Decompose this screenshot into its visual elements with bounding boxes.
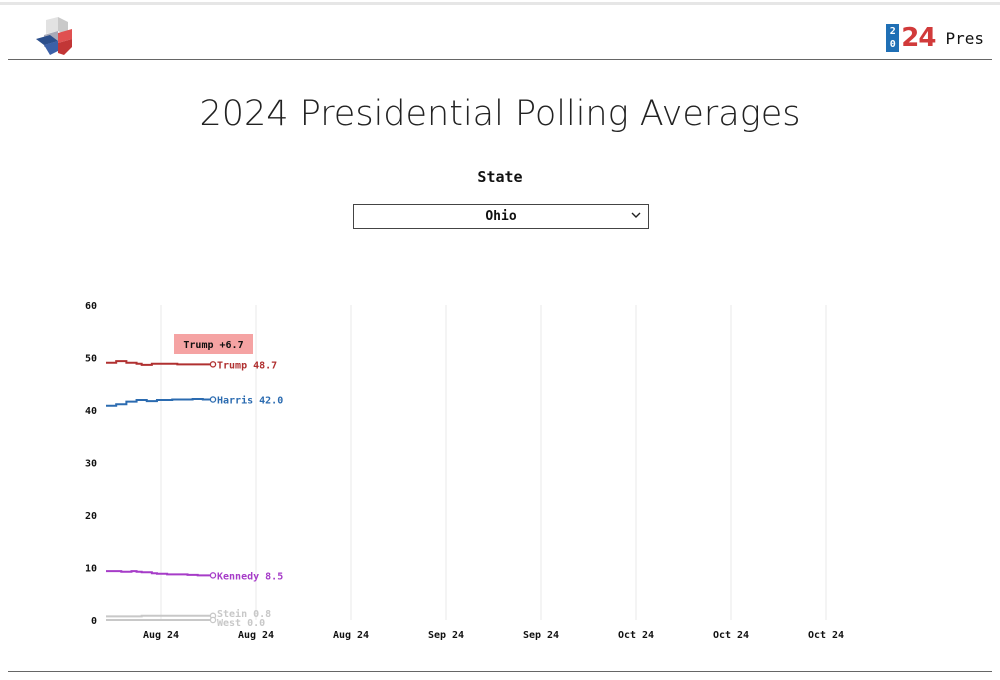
site-header: 2 0 24 Pres	[0, 5, 1000, 60]
leader-badge	[174, 334, 253, 354]
y-tick-label: 30	[85, 459, 97, 470]
x-tick-label: Aug 24	[333, 630, 369, 641]
series-layer	[106, 360, 217, 624]
grid-layer	[160, 305, 827, 620]
series-endpoint-kennedy[interactable]	[209, 572, 217, 579]
header-divider	[8, 59, 992, 60]
state-label: State	[477, 168, 523, 186]
y-tick-label: 60	[85, 301, 97, 312]
y-tick-label: 40	[85, 406, 97, 417]
y-tick-label: 50	[85, 354, 97, 365]
brand-top-digit: 2	[889, 26, 896, 37]
footer-divider	[8, 671, 992, 672]
x-axis: Aug 24 Aug 24 Aug 24 Sep 24 Sep 24 Oct 24 Oct …	[143, 630, 844, 641]
series-line-stein	[106, 614, 213, 618]
x-tick-label: Sep 24	[428, 630, 464, 641]
x-tick-label: Oct 24	[618, 630, 654, 641]
series-line-kennedy	[106, 570, 213, 577]
series-endpoint-harris[interactable]	[209, 396, 217, 403]
series-line-trump	[106, 360, 213, 366]
top-rule	[0, 2, 1000, 5]
brand-box: 2 0	[886, 24, 900, 52]
y-tick-label: 20	[85, 511, 97, 522]
leader-badge-text: Trump +6.7	[183, 340, 243, 351]
brand-text: Pres	[945, 28, 984, 48]
y-tick-label: 0	[91, 616, 97, 627]
y-tick-label: 10	[85, 564, 97, 575]
series-label-kennedy: Kennedy 8.5	[217, 571, 283, 582]
series-endpoint-trump[interactable]	[209, 361, 217, 368]
y-axis: 0 10 20 30 40 50 60	[85, 301, 97, 627]
site-logo-icon[interactable]	[34, 17, 76, 57]
x-tick-label: Oct 24	[808, 630, 844, 641]
state-select-value: Ohio	[485, 209, 517, 224]
chevron-down-icon	[631, 212, 641, 218]
series-endpoint-west[interactable]	[209, 616, 217, 624]
page-title: 2024 Presidential Polling Averages	[199, 94, 801, 134]
brand-bottom-digit: 0	[889, 39, 896, 50]
polling-chart: 0 10 20 30 40 50 60 Aug 24 Aug 24 Aug 24 Sep 24 Se…	[85, 301, 844, 641]
state-select[interactable]: Ohio	[353, 204, 649, 229]
label-layer: Trump 48.7 Harris 42.0 Kennedy 8.5 Stein 0.…	[174, 334, 283, 629]
x-tick-label: Aug 24	[238, 630, 274, 641]
x-tick-label: Aug 24	[143, 630, 179, 641]
series-line-harris	[106, 397, 213, 407]
brand-2024-pres[interactable]: 2 0 24 Pres	[886, 22, 984, 54]
series-label-stein: Stein 0.8	[217, 608, 271, 620]
series-label-west: West 0.0	[217, 618, 265, 629]
x-tick-label: Sep 24	[523, 630, 559, 641]
series-label-trump: Trump 48.7	[217, 360, 277, 371]
x-tick-label: Oct 24	[713, 630, 749, 641]
series-label-harris: Harris 42.0	[217, 395, 283, 407]
brand-number: 24	[901, 23, 936, 53]
